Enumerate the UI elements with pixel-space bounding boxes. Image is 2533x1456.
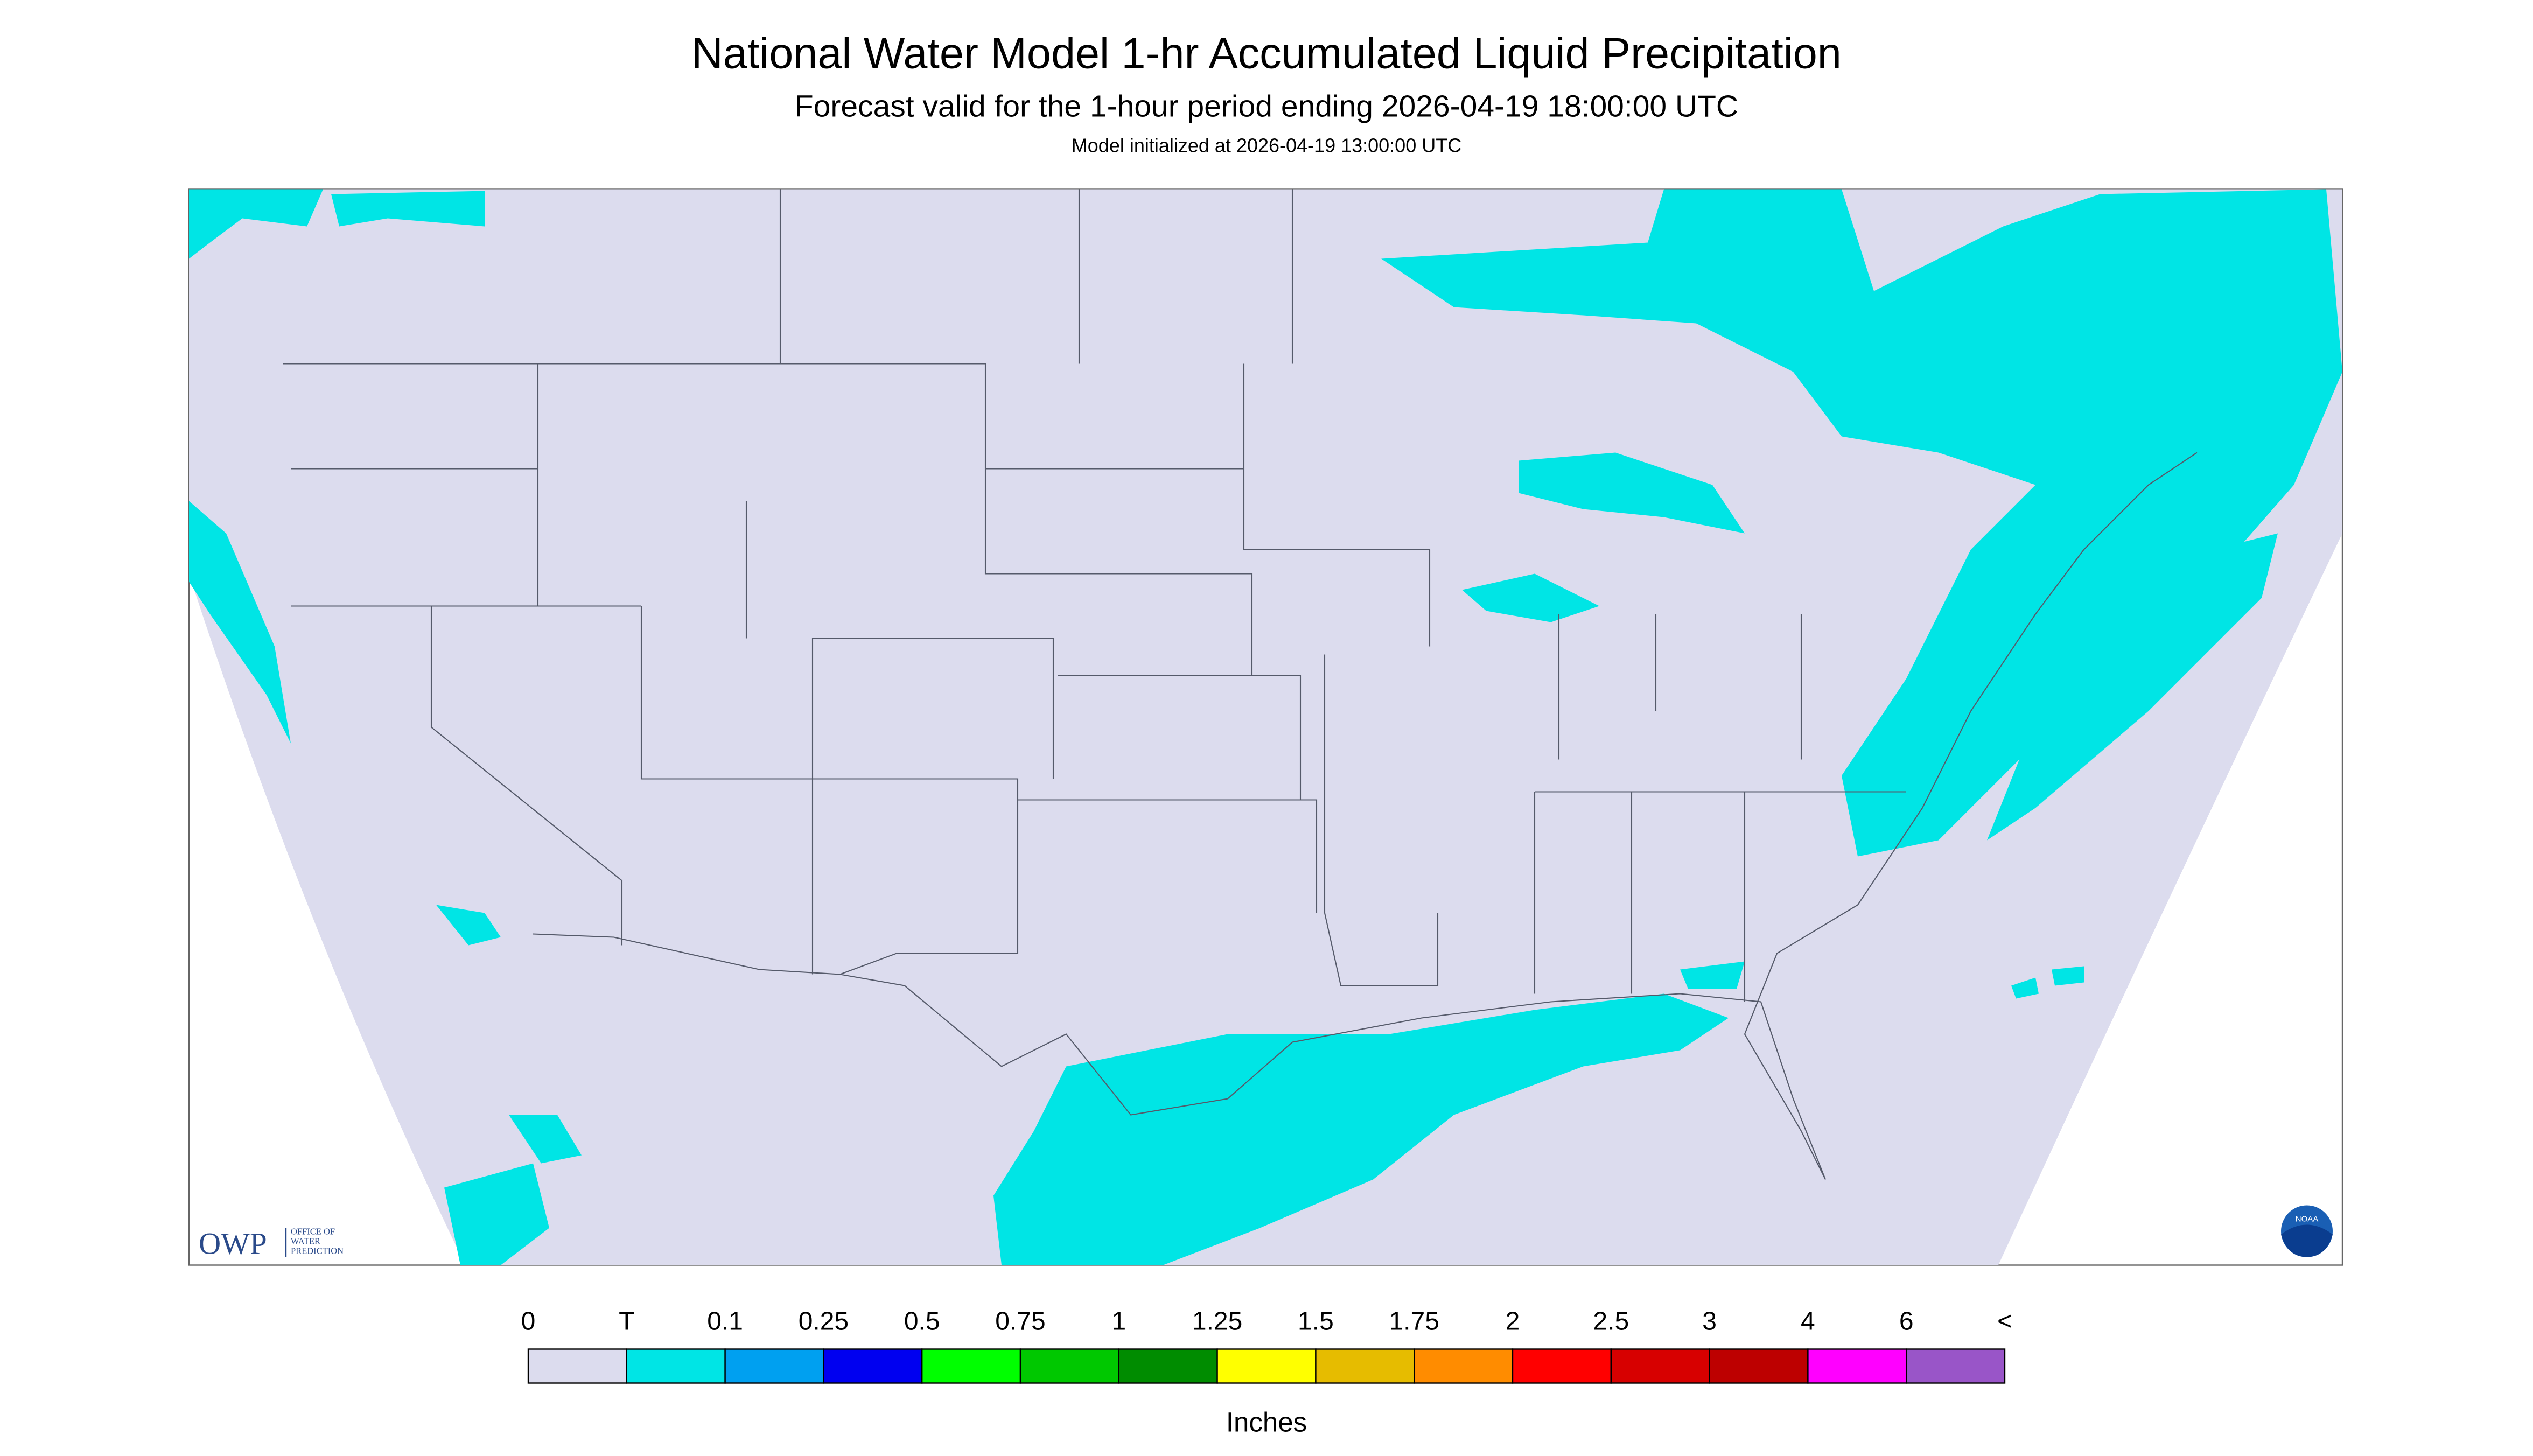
noaa-badge: NOAA: [2281, 1205, 2333, 1257]
legend-unit: Inches: [1226, 1407, 1307, 1438]
legend-label: 0.25: [799, 1307, 849, 1336]
legend-label: 0.75: [995, 1307, 1045, 1336]
legend-swatch: [1414, 1348, 1514, 1384]
legend: 0 T 0.1 0.25 0.5 0.75 1 1.25 1.5 1.75 2 2.5 3 4 6 <: [521, 1307, 2012, 1384]
legend-swatch: [921, 1348, 1021, 1384]
logo-name: PREDICTION: [291, 1246, 344, 1256]
title: National Water Model 1-hr Accumulated Li…: [691, 30, 1842, 78]
legend-swatch: [1019, 1348, 1120, 1384]
logo-abbr: OWP: [199, 1227, 267, 1261]
legend-swatch: [724, 1348, 824, 1384]
legend-swatch: [1610, 1348, 1710, 1384]
model-domain: [189, 189, 2342, 1265]
legend-label: 1.75: [1389, 1307, 1439, 1336]
legend-label: 2: [1506, 1307, 1520, 1336]
badge-text: NOAA: [2296, 1215, 2319, 1224]
legend-swatch: [1216, 1348, 1317, 1384]
subtitle: Forecast valid for the 1-hour period end…: [795, 89, 1738, 124]
legend-label: 1.25: [1192, 1307, 1242, 1336]
legend-swatch: [1315, 1348, 1415, 1384]
precip-areas: [189, 189, 2342, 1265]
legend-label: <: [1997, 1307, 2012, 1336]
logo-name: OFFICE OF: [291, 1227, 335, 1237]
legend-swatch: [626, 1348, 726, 1384]
init-time: Model initialized at 2026-04-19 13:00:00…: [1072, 135, 1461, 157]
badge-wave: [2281, 1224, 2333, 1257]
legend-swatch: [1905, 1348, 2006, 1384]
legend-label: 1: [1111, 1307, 1126, 1336]
legend-label: 0.1: [707, 1307, 743, 1336]
legend-swatch: [527, 1348, 628, 1384]
legend-label: 2.5: [1593, 1307, 1629, 1336]
logo-name: WATER: [291, 1236, 320, 1247]
state-boundaries: [283, 189, 2198, 1180]
legend-label: 0.5: [904, 1307, 940, 1336]
legend-swatch: [823, 1348, 923, 1384]
legend-swatch: [1512, 1348, 1612, 1384]
legend-label: 1.5: [1298, 1307, 1334, 1336]
legend-swatch: [1807, 1348, 1907, 1384]
owp-logo: OWP OFFICE OF WATER PREDICTION: [199, 1227, 344, 1261]
legend-label: 3: [1702, 1307, 1717, 1336]
legend-label: 0: [521, 1307, 536, 1336]
legend-label: 6: [1899, 1307, 1914, 1336]
legend-label: 4: [1801, 1307, 1815, 1336]
legend-swatch: [1709, 1348, 1809, 1384]
map: OWP OFFICE OF WATER PREDICTION NOAA: [188, 188, 2343, 1266]
legend-swatch: [1118, 1348, 1218, 1384]
legend-label: T: [619, 1307, 634, 1336]
